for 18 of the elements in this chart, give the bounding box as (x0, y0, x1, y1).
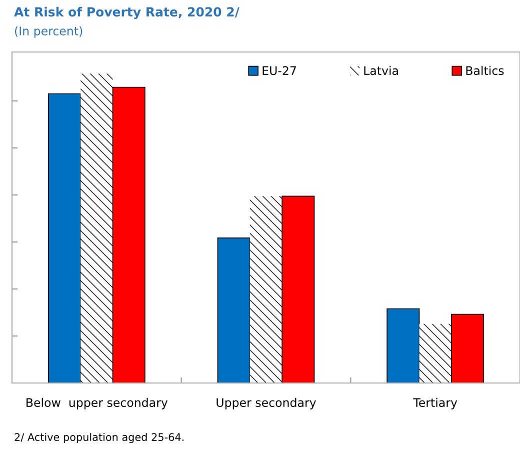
bar (48, 93, 81, 383)
legend-label: EU-27 (262, 66, 296, 76)
bar (112, 86, 146, 383)
x-tick-label: Below upper secondary (26, 398, 168, 410)
chart-title: At Risk of Poverty Rate, 2020 2/ (14, 6, 240, 20)
bar (386, 308, 420, 383)
bar (451, 314, 484, 383)
x-tick-label: Upper secondary (216, 398, 316, 410)
bar (419, 324, 452, 383)
x-tick-label: Tertiary (413, 398, 458, 410)
bar (217, 237, 250, 383)
bar (250, 196, 282, 383)
chart-subtitle: (In percent) (15, 26, 82, 38)
bar (282, 196, 315, 383)
legend-label: Baltics (466, 66, 504, 76)
legend-label: Latvia (364, 66, 398, 76)
text: 2/ Active population aged 25-64. (14, 432, 184, 444)
bar (80, 74, 113, 383)
